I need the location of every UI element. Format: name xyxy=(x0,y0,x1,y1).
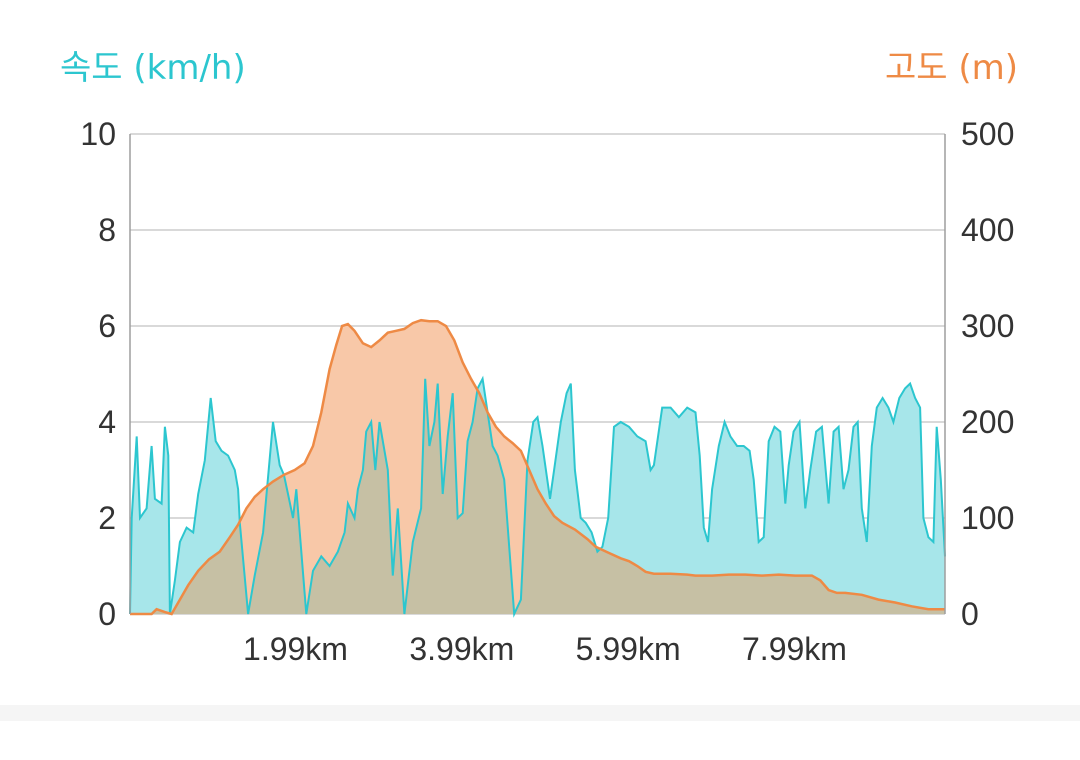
elevation-line xyxy=(130,318,945,616)
left-tick-label: 4 xyxy=(98,404,116,440)
right-tick-label: 100 xyxy=(961,500,1014,536)
x-tick-label: 5.99km xyxy=(576,631,681,667)
left-tick-label: 10 xyxy=(80,116,116,152)
left-tick-label: 2 xyxy=(98,500,116,536)
right-tick-label: 400 xyxy=(961,212,1014,248)
right-tick-label: 0 xyxy=(961,596,979,632)
x-tick-label: 1.99km xyxy=(243,631,348,667)
right-axis-ticks: 0 100 200 300 400 500 xyxy=(961,116,1014,632)
axis-frame xyxy=(129,134,946,614)
right-axis-title: 고도 (m) xyxy=(884,48,1018,88)
left-axis-title: 속도 (km/h) xyxy=(60,48,246,88)
right-tick-label: 500 xyxy=(961,116,1014,152)
x-tick-label: 3.99km xyxy=(409,631,514,667)
elevation-area xyxy=(130,320,945,614)
chart-card: 속도 (km/h) 고도 (m) 0 2 4 6 8 10 0 100 200 300 400 50… xyxy=(60,48,1018,667)
x-tick-label: 7.99km xyxy=(742,631,847,667)
x-axis-ticks: 1.99km 3.99km 5.99km 7.99km xyxy=(243,631,847,667)
left-axis-ticks: 0 2 4 6 8 10 xyxy=(80,116,116,632)
right-tick-label: 300 xyxy=(961,308,1014,344)
speed-elevation-chart: 0 2 4 6 8 10 0 100 200 300 400 500 1.99km 3.99km 5.9… xyxy=(80,116,1014,667)
footer-strip xyxy=(0,705,1080,721)
speed-line xyxy=(129,375,946,618)
left-tick-label: 0 xyxy=(98,596,116,632)
left-tick-label: 8 xyxy=(98,212,116,248)
left-tick-label: 6 xyxy=(98,308,116,344)
right-tick-label: 200 xyxy=(961,404,1014,440)
